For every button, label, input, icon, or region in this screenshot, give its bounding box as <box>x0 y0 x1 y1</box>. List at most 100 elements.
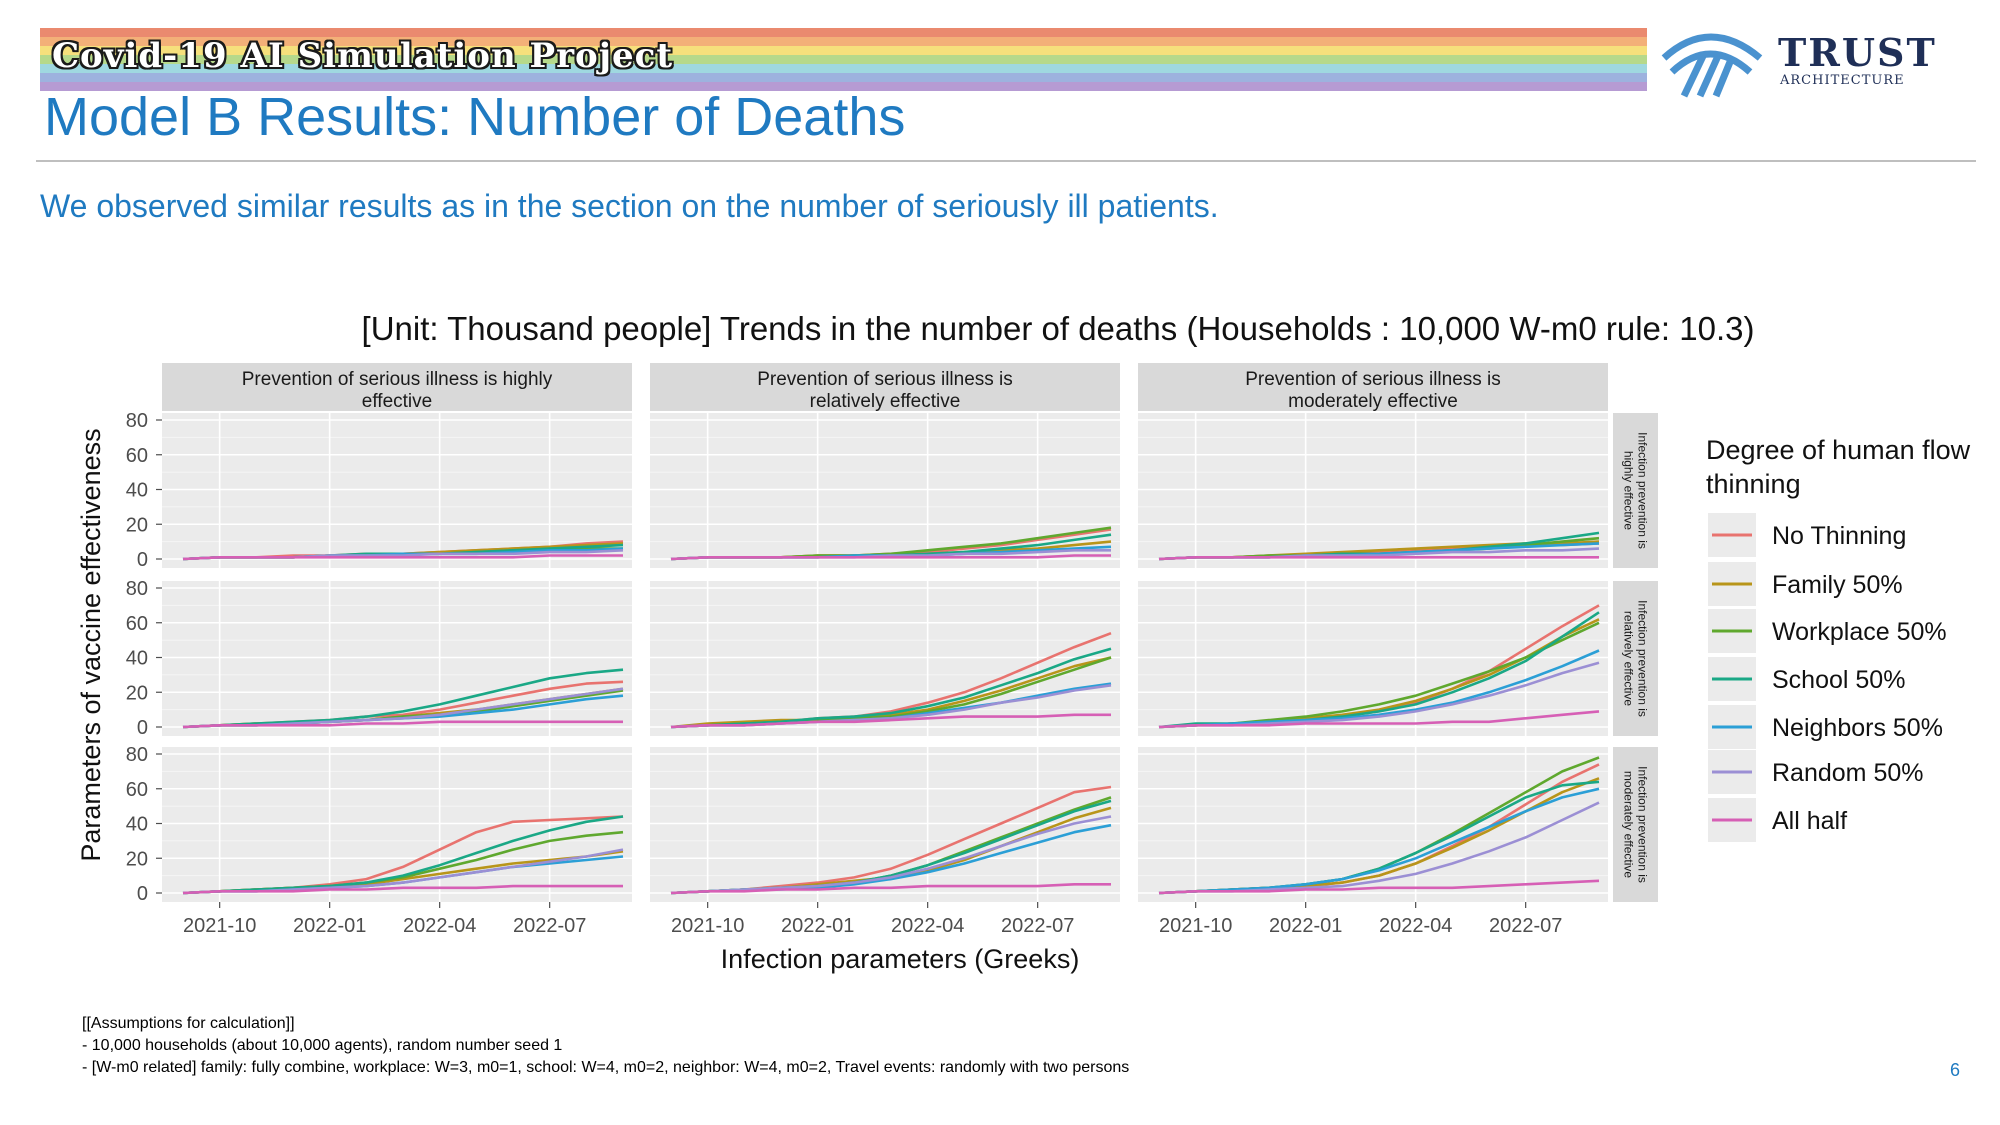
row-strip-label: Infection prevention is <box>1636 766 1650 883</box>
legend-entry-label: Neighbors 50% <box>1772 714 1943 742</box>
x-tick-label: 2022-07 <box>1001 915 1074 937</box>
row-strip <box>1613 413 1658 568</box>
x-axis-label: Infection parameters (Greeks) <box>721 944 1080 974</box>
row-strip <box>1613 747 1658 902</box>
series-line-school-50- <box>670 647 1112 729</box>
row-strip-label: Infection prevention is <box>1636 600 1650 717</box>
legend-entry-label: Random 50% <box>1772 759 1923 787</box>
panel <box>650 581 1120 736</box>
series-line-school-50- <box>182 815 624 895</box>
series-line-all-half <box>670 883 1111 895</box>
rainbow-stripe <box>40 73 1647 83</box>
assumptions-header: [[Assumptions for calculation]] <box>82 1015 295 1032</box>
row-strip <box>1613 581 1658 736</box>
x-tick-label: 2021-10 <box>1159 915 1232 937</box>
x-tick-label: 2022-01 <box>1269 915 1342 937</box>
y-axis-label: Parameters of vaccine effectiveness <box>76 428 106 861</box>
column-strip-label: Prevention of serious illness is highly <box>242 369 553 390</box>
rainbow-stripe <box>40 64 1647 74</box>
x-tick-label: 2022-07 <box>513 915 586 937</box>
logo-subtext: ARCHITECTURE <box>1779 73 1905 88</box>
column-strip-label: effective <box>362 391 432 412</box>
y-tick-label: 0 <box>137 549 148 571</box>
column-strip <box>650 363 1120 411</box>
rainbow-stripe <box>40 46 1647 56</box>
legend-entry-label: All half <box>1772 807 1847 835</box>
panel <box>650 413 1120 568</box>
y-tick-label: 60 <box>126 779 148 801</box>
rainbow-stripe <box>40 55 1647 65</box>
series-line-neighbors-50- <box>1158 787 1600 895</box>
series-line-all-half <box>670 554 1111 561</box>
y-tick-label: 0 <box>137 717 148 739</box>
y-tick-label: 40 <box>126 648 148 670</box>
y-tick-label: 80 <box>126 578 148 600</box>
row-strip-label: relatively effective <box>1622 611 1636 706</box>
series-line-family-50- <box>670 656 1112 729</box>
legend-entry-label: No Thinning <box>1772 522 1906 550</box>
x-tick-label: 2022-01 <box>781 915 854 937</box>
x-tick-label: 2022-07 <box>1489 915 1562 937</box>
deaths-facet-chart: [Unit: Thousand people] Trends in the nu… <box>76 310 1971 974</box>
x-tick-label: 2022-04 <box>403 915 476 937</box>
legend-title: Degree of human flow <box>1706 435 1971 465</box>
y-tick-label: 60 <box>126 613 148 635</box>
y-tick-label: 0 <box>137 883 148 905</box>
legend-entry-label: School 50% <box>1772 666 1905 694</box>
panel <box>162 581 632 736</box>
series-line-neighbors-50- <box>1158 649 1600 729</box>
x-tick-label: 2021-10 <box>183 915 256 937</box>
title-divider <box>36 160 1976 162</box>
y-tick-label: 40 <box>126 814 148 836</box>
chart-title: [Unit: Thousand people] Trends in the nu… <box>362 310 1755 347</box>
series-line-random-50- <box>670 815 1112 895</box>
panel <box>1138 747 1608 902</box>
rainbow-stripe <box>40 28 1647 38</box>
rainbow-stripe <box>40 37 1647 47</box>
series-line-all-half <box>1158 879 1600 895</box>
column-strip-label: Prevention of serious illness is <box>757 369 1013 390</box>
series-line-school-50- <box>182 668 624 729</box>
project-label: Covid-19 AI Simulation Project <box>52 36 674 76</box>
column-strip <box>1138 363 1608 411</box>
y-tick-label: 20 <box>126 514 148 536</box>
series-line-all-half <box>1158 710 1600 729</box>
series-line-all-half <box>182 720 623 729</box>
rainbow-stripe <box>40 82 1647 91</box>
panel-background <box>650 581 1120 736</box>
slide-title: Model B Results: Number of Deaths <box>44 87 906 147</box>
panel-background <box>650 413 1120 568</box>
assumption-line-1: - 10,000 households (about 10,000 agents… <box>82 1037 563 1054</box>
trust-architecture-logo: TRUST ARCHITECTURE <box>1661 30 1937 98</box>
column-strip <box>162 363 632 411</box>
y-tick-label: 20 <box>126 848 148 870</box>
x-tick-label: 2021-10 <box>671 915 744 937</box>
column-strip-label: moderately effective <box>1288 391 1458 412</box>
row-strip-label: Infection prevention is <box>1636 432 1650 549</box>
assumption-line-2: - [W-m0 related] family: fully combine, … <box>82 1059 1130 1076</box>
y-tick-label: 60 <box>126 445 148 467</box>
series-line-all-half <box>670 713 1111 729</box>
row-strip-label: moderately effective <box>1622 771 1636 878</box>
panel <box>162 747 632 902</box>
x-tick-label: 2022-01 <box>293 915 366 937</box>
panel <box>1138 581 1608 736</box>
logo-text: TRUST <box>1778 30 1937 75</box>
panel-background <box>162 413 632 568</box>
y-tick-label: 40 <box>126 480 148 502</box>
panel <box>1138 413 1608 568</box>
x-tick-label: 2022-04 <box>891 915 964 937</box>
legend-entry-label: Family 50% <box>1772 571 1903 599</box>
slide-subtitle: We observed similar results as in the se… <box>40 188 1219 224</box>
page-number: 6 <box>1950 1060 1961 1080</box>
x-tick-label: 2022-04 <box>1379 915 1452 937</box>
column-strip-label: relatively effective <box>810 391 961 412</box>
y-tick-label: 80 <box>126 410 148 432</box>
logo-arches-icon <box>1661 33 1763 98</box>
y-tick-label: 80 <box>126 744 148 766</box>
rainbow-banner <box>40 28 1647 91</box>
panel-background <box>1138 747 1608 902</box>
panel <box>650 747 1120 902</box>
